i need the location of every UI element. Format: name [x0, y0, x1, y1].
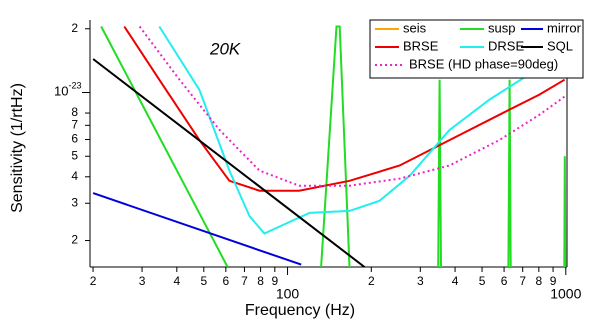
legend-label: BRSE (HD phase=90deg)	[409, 56, 558, 71]
x-tick-label: 3	[417, 274, 424, 288]
x-axis-title: Frequency (Hz)	[245, 302, 355, 319]
x-tick-label: 5	[479, 274, 486, 288]
legend-label: SQL	[547, 38, 573, 53]
y-tick-label: 5	[71, 148, 78, 162]
x-tick-label: 6	[222, 274, 229, 288]
y-axis-title: Sensitivity (1/rtHz)	[9, 83, 26, 213]
series-line	[92, 58, 366, 267]
x-tick-label: 8	[257, 274, 264, 288]
legend-label: mirror	[547, 20, 582, 35]
legend-label: susp	[488, 20, 515, 35]
y-tick-label: 2	[71, 21, 78, 35]
y-tick-label: 2	[71, 233, 78, 247]
annotation: 20K	[209, 39, 241, 58]
x-tick-label: 9	[550, 274, 557, 288]
x-tick-label: 2	[90, 274, 97, 288]
legend-label: BRSE	[403, 38, 439, 53]
x-tick-label: 7	[241, 274, 248, 288]
y-tick-label: 7	[71, 117, 78, 131]
x-tick-label: 4	[452, 274, 459, 288]
x-tick-label: 2	[368, 274, 375, 288]
x-tick-label: 7	[519, 274, 526, 288]
x-tick-label: 9	[271, 274, 278, 288]
x-tick-label: 8	[535, 274, 542, 288]
x-tick-label: 5	[200, 274, 207, 288]
y-tick-label: 10-23	[54, 81, 81, 99]
x-tick-label: 3	[139, 274, 146, 288]
x-tick-label: 1000	[550, 286, 581, 302]
legend-label: seis	[403, 20, 427, 35]
series-line	[100, 25, 567, 267]
plot-area	[92, 25, 567, 267]
tick-exponent: -23	[68, 81, 81, 91]
y-tick-label: 3	[71, 195, 78, 209]
x-tick-label: 4	[173, 274, 180, 288]
x-tick-label: 100	[276, 286, 300, 302]
legend-label: DRSE	[488, 38, 524, 53]
y-tick-label: 6	[71, 132, 78, 146]
series-line	[158, 25, 567, 235]
tick-base: 10	[54, 84, 68, 99]
series-line	[92, 192, 302, 266]
y-tick-label: 8	[71, 105, 78, 119]
series-line	[138, 25, 566, 187]
y-tick-label: 4	[71, 169, 78, 183]
x-tick-label: 6	[501, 274, 508, 288]
